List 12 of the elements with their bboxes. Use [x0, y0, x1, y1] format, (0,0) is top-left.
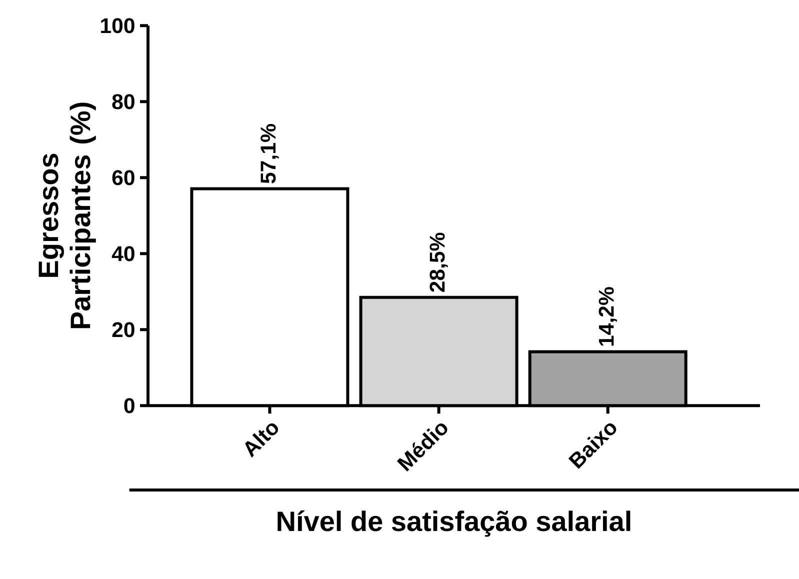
y-axis-title: Egressos Participantes (%) [38, 102, 96, 328]
x-axis-title: Nível de satisfação salarial [278, 510, 630, 537]
data-label: 28,5% [430, 232, 448, 292]
data-label: 14,2% [598, 287, 617, 346]
y-tick-label: 40 [112, 246, 134, 262]
y-tick-label: 100 [101, 18, 134, 34]
y-tick-label: 60 [112, 170, 134, 186]
y-tick-label: 20 [112, 322, 134, 338]
x-tick-label: Alto [245, 423, 278, 458]
data-label: 57,1% [260, 124, 279, 184]
y-tick-label: 0 [124, 398, 134, 414]
y-tick-label: 80 [112, 94, 134, 110]
